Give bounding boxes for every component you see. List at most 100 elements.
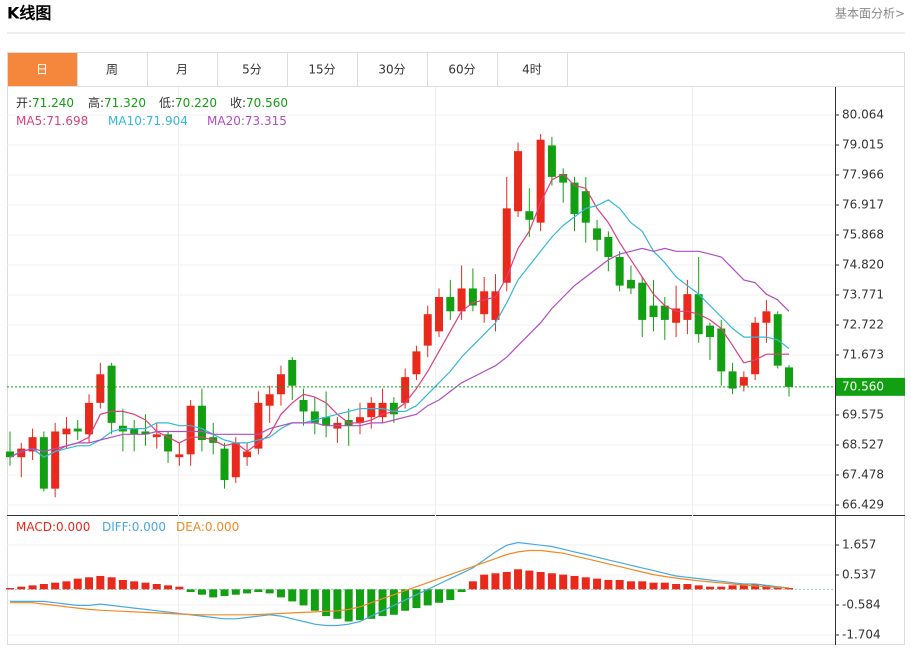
legend-value: 70.560 — [246, 96, 288, 110]
tab-label[interactable]: 30分 — [378, 63, 405, 77]
macd-bar — [739, 584, 748, 590]
tab[interactable] — [357, 52, 428, 87]
y-tick-label: 76.917 — [842, 198, 884, 212]
candle-body — [626, 279, 635, 289]
legend-label: MACD: — [16, 520, 56, 534]
candle-body — [107, 365, 116, 423]
legend-value: 73.315 — [245, 114, 287, 128]
candle-body — [423, 314, 432, 346]
candle-body — [367, 402, 376, 418]
macd-bar — [220, 589, 229, 597]
candle-body — [265, 394, 274, 406]
macd-bar — [344, 589, 353, 622]
fundamental-link[interactable]: 基本面分析> — [835, 7, 905, 21]
candle-body — [389, 402, 398, 415]
chart-frame — [7, 52, 905, 645]
widget-title: K线图 — [7, 4, 51, 23]
macd-bar — [96, 575, 105, 590]
tab-label[interactable]: 15分 — [308, 63, 335, 77]
tab-label[interactable]: 60分 — [448, 63, 475, 77]
candle-body — [660, 305, 669, 320]
macd-bar — [570, 575, 579, 590]
ma-line — [9, 247, 790, 458]
candle-body — [220, 448, 229, 481]
macd-bar — [85, 577, 94, 590]
legend-entry: MA5:71.698 — [16, 114, 88, 128]
legend-entry: 开:71.240 — [16, 96, 74, 110]
candle-body — [536, 139, 545, 223]
tab[interactable] — [497, 52, 568, 87]
macd-bar — [197, 589, 206, 595]
legend-value: 0.000 — [205, 520, 239, 534]
candle-body — [51, 431, 60, 489]
candle-body — [28, 437, 37, 452]
macd-bar — [536, 571, 545, 590]
candle-body — [468, 288, 477, 306]
macd-bar — [51, 582, 60, 590]
macd-bar — [593, 578, 602, 590]
tab-label[interactable]: 周 — [106, 63, 118, 77]
macd-bar — [547, 573, 556, 590]
y-tick-label: 80.064 — [842, 108, 884, 122]
candle-body — [62, 428, 71, 435]
legend-entry: 收:70.560 — [230, 96, 288, 110]
macd-bar — [299, 589, 308, 606]
macd-bar — [152, 584, 161, 590]
macd-bar — [525, 570, 534, 590]
macd-bar — [378, 589, 387, 617]
macd-bar — [514, 569, 523, 590]
tab-label[interactable]: 月 — [176, 63, 188, 77]
candle-body — [593, 228, 602, 240]
y-tick-label: 69.575 — [842, 408, 884, 422]
legend-entry: DIFF:0.000 — [102, 520, 166, 534]
macd-bar — [73, 578, 82, 590]
candle-body — [299, 399, 308, 412]
macd-bar — [762, 585, 771, 590]
macd-bar — [288, 589, 297, 602]
ma-line — [9, 173, 789, 458]
y-tick-label: 74.820 — [842, 257, 884, 271]
macd-bar — [649, 582, 658, 590]
macd-line — [10, 541, 790, 627]
macd-tick-label: -1.704 — [842, 627, 881, 641]
tab-label[interactable]: 日 — [36, 63, 48, 77]
macd-bar — [660, 582, 669, 590]
y-tick-label: 73.771 — [842, 287, 884, 301]
tab[interactable] — [147, 52, 218, 87]
macd-tick-label: 1.657 — [842, 537, 876, 551]
macd-bar — [491, 573, 500, 590]
macd-bar — [683, 584, 692, 590]
candle-body — [254, 402, 263, 449]
tab[interactable] — [287, 52, 358, 87]
candle-body — [288, 359, 297, 386]
tab[interactable] — [217, 52, 288, 87]
candle-body — [604, 236, 613, 257]
candle-body — [378, 402, 387, 418]
candle-body — [17, 448, 26, 458]
candle-body — [197, 405, 206, 441]
tab[interactable] — [7, 52, 78, 87]
legend-value: 71.698 — [46, 114, 88, 128]
candle-body — [649, 305, 658, 318]
legend-value: 0.000 — [132, 520, 166, 534]
legend-label: 开: — [16, 96, 32, 110]
candle-body — [705, 325, 714, 338]
candle-body — [581, 191, 590, 223]
candle-body — [457, 288, 466, 312]
candle-body — [739, 377, 748, 386]
candle-body — [435, 297, 444, 332]
y-tick-label: 75.868 — [842, 228, 884, 242]
candle-body — [525, 211, 534, 220]
macd-bar — [581, 577, 590, 590]
macd-bar — [39, 584, 48, 590]
legend-label: 低: — [159, 96, 175, 110]
macd-bar — [559, 574, 568, 590]
candle-body — [310, 411, 319, 423]
tab[interactable] — [77, 52, 148, 87]
candle-body — [728, 371, 737, 389]
tab-label[interactable]: 4时 — [522, 63, 542, 77]
legend-entry: 低:70.220 — [159, 96, 217, 110]
candle-body — [152, 434, 161, 438]
tab-label[interactable]: 5分 — [242, 63, 262, 77]
y-tick-label: 67.478 — [842, 467, 884, 481]
